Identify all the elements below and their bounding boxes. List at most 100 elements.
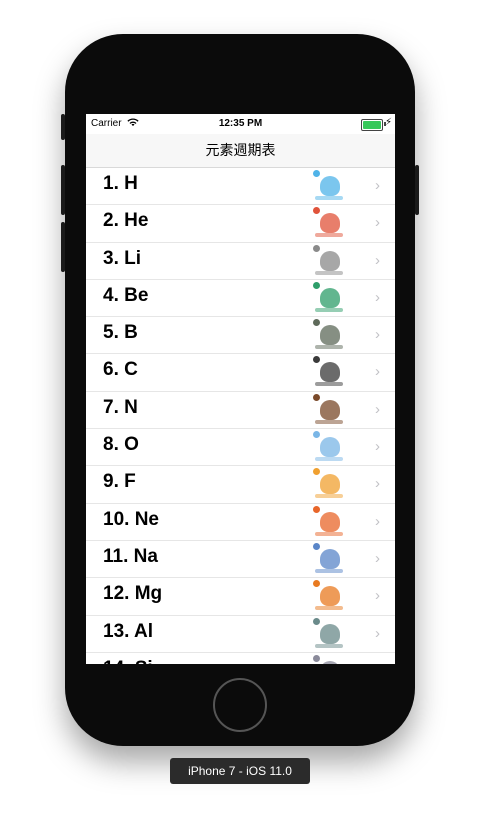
home-button[interactable] bbox=[213, 678, 267, 732]
element-name: 5. B bbox=[103, 322, 138, 344]
chevron-right-icon: › bbox=[375, 400, 380, 418]
chevron-right-icon: › bbox=[375, 214, 380, 232]
element-character-image bbox=[320, 548, 340, 569]
element-character-image bbox=[320, 623, 340, 644]
element-thumbnail bbox=[311, 281, 347, 313]
name-banner bbox=[315, 419, 343, 424]
list-item[interactable]: 1. H › bbox=[86, 168, 395, 206]
chevron-right-icon: › bbox=[375, 251, 380, 269]
element-name: 9. F bbox=[103, 471, 136, 493]
chevron-right-icon: › bbox=[375, 288, 380, 306]
element-character-image bbox=[320, 437, 340, 458]
chevron-right-icon: › bbox=[375, 475, 380, 493]
name-banner bbox=[315, 233, 343, 238]
atomic-number-badge bbox=[313, 356, 320, 364]
list-item[interactable]: 7. N › bbox=[86, 392, 395, 430]
element-thumbnail bbox=[311, 393, 347, 425]
name-banner bbox=[315, 270, 343, 275]
name-banner bbox=[315, 568, 343, 573]
element-character-image bbox=[320, 325, 340, 346]
list-item[interactable]: 12. Mg › bbox=[86, 578, 395, 616]
atomic-number-badge bbox=[313, 580, 320, 588]
clock-time: 12:35 PM bbox=[218, 118, 263, 129]
element-list: 1. H › 2. He › 3. Li › 4. Be › 5. B › 6. C › 7. N › 8.… bbox=[86, 168, 395, 664]
list-item[interactable]: 9. F › bbox=[86, 466, 395, 504]
element-thumbnail bbox=[311, 617, 347, 649]
chevron-right-icon: › bbox=[375, 512, 380, 530]
list-item[interactable]: 5. B › bbox=[86, 317, 395, 355]
list-item[interactable]: 4. Be › bbox=[86, 280, 395, 318]
element-name: 6. C bbox=[103, 359, 138, 381]
atomic-number-badge bbox=[313, 393, 320, 401]
list-item[interactable]: 14. Si › bbox=[86, 653, 395, 664]
atomic-number-badge bbox=[313, 207, 320, 215]
element-character-image bbox=[320, 213, 340, 234]
status-bar: Carrier 12:35 PM ⚡ bbox=[86, 114, 395, 134]
atomic-number-badge bbox=[313, 617, 320, 625]
atomic-number-badge bbox=[313, 468, 320, 476]
atomic-number-badge bbox=[313, 654, 320, 662]
element-character-image bbox=[320, 287, 340, 308]
name-banner bbox=[315, 307, 343, 312]
element-name: 10. Ne bbox=[103, 508, 159, 530]
element-thumbnail bbox=[311, 542, 347, 574]
name-banner bbox=[315, 643, 343, 648]
carrier-label: Carrier bbox=[91, 118, 122, 129]
element-character-image bbox=[320, 362, 340, 383]
list-item[interactable]: 6. C › bbox=[86, 354, 395, 392]
element-character-image bbox=[320, 586, 340, 607]
chevron-right-icon: › bbox=[375, 624, 380, 642]
element-thumbnail bbox=[311, 431, 347, 463]
name-banner bbox=[315, 345, 343, 350]
element-thumbnail bbox=[311, 207, 347, 239]
element-thumbnail bbox=[311, 468, 347, 500]
element-name: 8. O bbox=[103, 434, 139, 456]
element-character-image bbox=[320, 660, 340, 664]
device-label: iPhone 7 - iOS 11.0 bbox=[170, 758, 310, 784]
mute-switch bbox=[61, 114, 65, 140]
atomic-number-badge bbox=[313, 431, 320, 439]
battery-cap bbox=[384, 122, 386, 126]
volume-up-button bbox=[61, 165, 65, 215]
name-banner bbox=[315, 531, 343, 536]
element-name: 7. N bbox=[103, 396, 138, 418]
chevron-right-icon: › bbox=[375, 549, 380, 567]
element-thumbnail bbox=[311, 170, 347, 201]
name-banner bbox=[315, 196, 343, 200]
chevron-right-icon: › bbox=[375, 662, 380, 664]
name-banner bbox=[315, 494, 343, 499]
element-name: 14. Si bbox=[103, 658, 153, 664]
element-name: 3. Li bbox=[103, 247, 142, 269]
page-title: 元素週期表 bbox=[205, 142, 276, 158]
element-name: 12. Mg bbox=[103, 583, 163, 605]
element-thumbnail bbox=[311, 505, 347, 537]
atomic-number-badge bbox=[313, 244, 320, 252]
element-thumbnail bbox=[311, 319, 347, 351]
list-item[interactable]: 3. Li › bbox=[86, 243, 395, 280]
name-banner bbox=[315, 606, 343, 611]
list-item[interactable]: 10. Ne › bbox=[86, 504, 395, 541]
navigation-bar: 元素週期表 bbox=[86, 134, 395, 168]
charging-icon: ⚡ bbox=[384, 117, 392, 128]
volume-down-button bbox=[61, 222, 65, 272]
atomic-number-badge bbox=[313, 542, 320, 550]
element-character-image bbox=[320, 511, 340, 532]
element-name: 4. Be bbox=[103, 284, 149, 306]
chevron-right-icon: › bbox=[375, 587, 380, 605]
element-thumbnail bbox=[311, 356, 347, 388]
list-item[interactable]: 8. O › bbox=[86, 429, 395, 467]
atomic-number-badge bbox=[313, 319, 320, 327]
power-button bbox=[415, 165, 419, 215]
list-item[interactable]: 11. Na › bbox=[86, 541, 395, 579]
list-item[interactable]: 13. Al › bbox=[86, 616, 395, 653]
name-banner bbox=[315, 382, 343, 387]
name-banner bbox=[315, 457, 343, 462]
list-item[interactable]: 2. He › bbox=[86, 205, 395, 243]
element-name: 13. Al bbox=[103, 620, 153, 642]
element-character-image bbox=[320, 176, 340, 196]
atomic-number-badge bbox=[313, 505, 320, 513]
atomic-number-badge bbox=[313, 170, 320, 177]
atomic-number-badge bbox=[313, 281, 320, 289]
wifi-icon bbox=[127, 118, 139, 130]
element-character-image bbox=[320, 474, 340, 495]
